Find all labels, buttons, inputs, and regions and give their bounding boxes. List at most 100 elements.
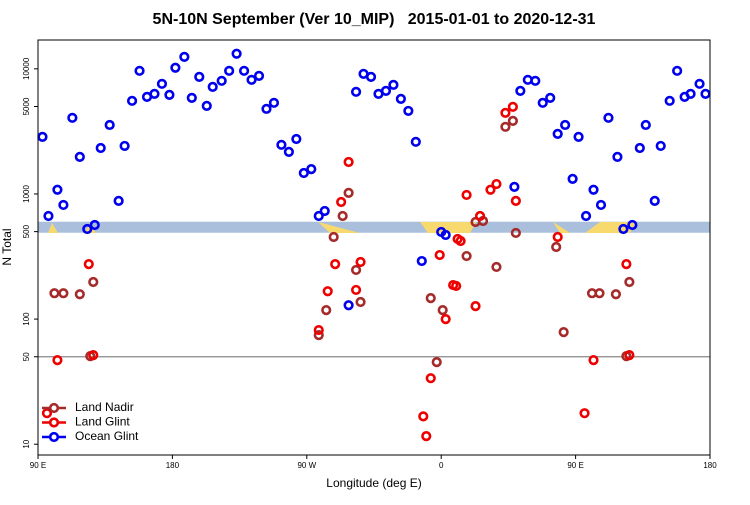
point bbox=[672, 65, 683, 76]
x-tick-label: 180 bbox=[703, 461, 717, 470]
shade bbox=[553, 222, 570, 233]
point bbox=[164, 89, 175, 101]
point bbox=[343, 187, 354, 198]
point bbox=[350, 284, 362, 296]
point bbox=[594, 288, 605, 299]
y-tick-label: 5000 bbox=[22, 97, 31, 115]
point bbox=[612, 151, 623, 162]
point bbox=[588, 355, 599, 366]
y-tick-label: 10000 bbox=[22, 57, 31, 80]
point bbox=[88, 276, 99, 288]
point bbox=[551, 241, 562, 253]
point bbox=[231, 48, 242, 59]
glint-shading bbox=[48, 222, 636, 233]
point bbox=[268, 97, 280, 108]
point bbox=[461, 250, 472, 262]
point bbox=[588, 184, 599, 195]
point bbox=[507, 115, 518, 126]
point bbox=[306, 164, 317, 175]
point bbox=[186, 92, 197, 103]
point bbox=[610, 289, 622, 300]
legend-marker bbox=[48, 431, 60, 443]
point bbox=[179, 51, 190, 62]
y-tick-label: 500 bbox=[22, 224, 31, 238]
point bbox=[455, 235, 466, 247]
point bbox=[58, 199, 69, 211]
legend-label: Ocean Glint bbox=[75, 429, 139, 443]
point bbox=[313, 210, 324, 222]
point bbox=[126, 95, 138, 106]
shade bbox=[420, 222, 476, 233]
point bbox=[618, 223, 629, 235]
point bbox=[395, 93, 406, 105]
point bbox=[321, 304, 332, 316]
point bbox=[500, 107, 511, 118]
point bbox=[595, 199, 607, 211]
y-axis-label: N Total bbox=[0, 228, 14, 265]
point bbox=[624, 276, 635, 288]
point bbox=[700, 88, 711, 99]
point bbox=[552, 128, 563, 140]
point bbox=[567, 173, 578, 184]
point bbox=[470, 301, 481, 312]
point bbox=[418, 411, 429, 422]
point bbox=[515, 85, 526, 96]
y-tick-label: 50 bbox=[22, 352, 31, 361]
point bbox=[664, 95, 675, 106]
point bbox=[119, 140, 130, 152]
point bbox=[67, 112, 78, 123]
point bbox=[194, 71, 205, 82]
point bbox=[319, 205, 330, 217]
x-tick-label: 0 bbox=[439, 461, 444, 470]
point bbox=[89, 219, 100, 231]
point bbox=[95, 142, 106, 154]
point bbox=[313, 329, 324, 341]
point bbox=[253, 70, 265, 81]
point bbox=[207, 81, 218, 92]
shade bbox=[48, 223, 58, 233]
y-tick-label: 10 bbox=[22, 439, 31, 448]
point bbox=[580, 210, 592, 222]
point bbox=[298, 167, 309, 179]
x-tick-label: 180 bbox=[166, 461, 180, 470]
point bbox=[52, 355, 63, 366]
point bbox=[330, 259, 341, 270]
legend-label: Land Glint bbox=[75, 415, 130, 429]
point bbox=[579, 408, 590, 419]
point bbox=[291, 133, 302, 145]
legend-marker bbox=[48, 417, 60, 428]
point bbox=[634, 142, 645, 154]
point bbox=[510, 227, 521, 239]
point bbox=[461, 189, 472, 201]
x-axis-label: Longitude (deg E) bbox=[326, 476, 421, 490]
point bbox=[649, 195, 660, 207]
point bbox=[603, 112, 614, 123]
point bbox=[365, 71, 377, 82]
point bbox=[380, 85, 392, 96]
point bbox=[170, 62, 181, 73]
point bbox=[336, 196, 347, 208]
legend-marker bbox=[48, 402, 60, 414]
marks bbox=[37, 48, 711, 442]
point bbox=[416, 255, 427, 267]
point bbox=[507, 101, 518, 112]
point bbox=[640, 119, 651, 131]
point bbox=[410, 136, 421, 147]
point bbox=[74, 151, 85, 162]
point bbox=[431, 357, 442, 368]
point bbox=[350, 264, 362, 276]
point bbox=[328, 231, 339, 243]
point bbox=[276, 139, 287, 150]
point bbox=[83, 259, 94, 270]
chart-title: 5N-10N September (Ver 10_MIP) 2015-01-01… bbox=[153, 11, 596, 28]
point bbox=[149, 88, 160, 99]
legend-label: Land Nadir bbox=[75, 400, 134, 414]
band bbox=[38, 221, 710, 233]
point bbox=[685, 88, 696, 99]
point bbox=[451, 280, 462, 292]
point bbox=[388, 79, 399, 90]
plot-frame bbox=[37, 39, 711, 456]
point bbox=[343, 300, 354, 311]
point bbox=[49, 288, 60, 299]
point bbox=[440, 313, 451, 325]
